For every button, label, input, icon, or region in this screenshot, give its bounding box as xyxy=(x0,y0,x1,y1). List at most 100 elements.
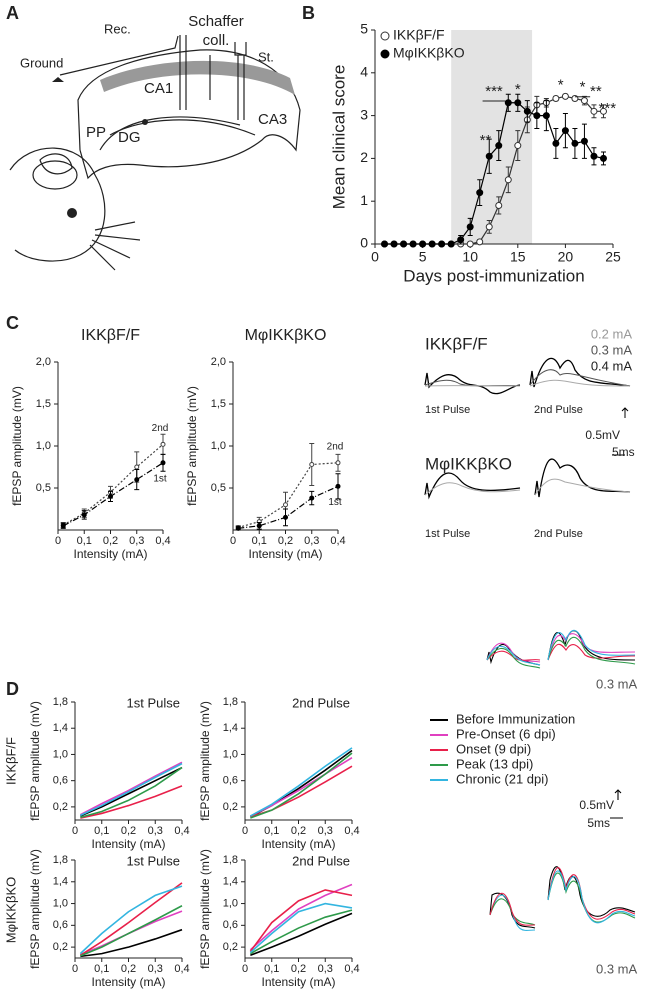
data-point xyxy=(335,460,341,466)
y-tick-label: 5 xyxy=(360,21,368,37)
data-point xyxy=(81,512,87,518)
data-point xyxy=(495,142,503,150)
data-point xyxy=(466,240,474,248)
x-tick-label: 25 xyxy=(605,249,621,265)
series-line xyxy=(238,485,339,529)
x-tick-label: 0,4 xyxy=(155,535,170,547)
y-tick-label: 0,6 xyxy=(53,919,68,931)
x-tick-label: 5 xyxy=(419,249,427,265)
series-line xyxy=(250,752,353,819)
y-tick-label: 0,2 xyxy=(223,941,238,953)
x-axis-label: Intensity (mA) xyxy=(248,547,322,561)
legend-label: MφIKKβKO xyxy=(393,45,465,61)
x-tick-label: 0,1 xyxy=(252,535,267,547)
x-axis-label: Intensity (mA) xyxy=(261,975,335,989)
row-label: IKKβF/F xyxy=(3,737,18,785)
data-point xyxy=(428,240,436,248)
y-axis-label: Mean clinical score xyxy=(329,65,348,210)
legend-label: IKKβF/F xyxy=(393,27,445,43)
y-tick-label: 1,0 xyxy=(223,748,238,760)
data-point xyxy=(438,240,446,248)
series-line xyxy=(80,766,183,817)
y-tick-label: 0,2 xyxy=(223,801,238,813)
data-point xyxy=(580,97,588,105)
x-tick-label: 0,3 xyxy=(129,535,144,547)
series-line xyxy=(80,766,183,819)
series-line xyxy=(249,902,353,954)
panel-label: A xyxy=(6,3,19,23)
legend-label: Before Immunization xyxy=(456,711,575,726)
trace-title: MφIKKβKO xyxy=(425,454,512,473)
significance-label: ** xyxy=(480,132,492,149)
diagram-label: PP xyxy=(86,124,106,141)
scale-label: 5ms xyxy=(587,816,610,830)
chart-title: 2nd Pulse xyxy=(292,695,350,710)
x-tick-label: 0 xyxy=(242,825,248,837)
significance-label: * xyxy=(580,79,586,96)
trace-title: IKKβF/F xyxy=(425,334,488,353)
data-point xyxy=(476,189,484,197)
shaded-region xyxy=(451,30,533,244)
series-line xyxy=(249,889,353,952)
pulse-label: 2nd Pulse xyxy=(534,404,583,416)
y-tick-label: 2 xyxy=(360,149,368,165)
y-tick-label: 0 xyxy=(360,235,368,251)
data-point xyxy=(309,495,315,501)
data-point xyxy=(309,461,315,467)
data-point xyxy=(580,137,588,145)
significance-label: * xyxy=(515,81,521,98)
x-tick-label: 0,2 xyxy=(278,535,293,547)
x-tick-label: 0,1 xyxy=(264,825,279,837)
significance-label: *** xyxy=(599,100,617,117)
data-point xyxy=(523,107,531,115)
series-label: 2nd xyxy=(152,423,169,434)
data-point xyxy=(552,94,560,102)
data-point xyxy=(514,142,522,150)
y-tick-label: 0,2 xyxy=(53,801,68,813)
y-tick-label: 1,4 xyxy=(53,876,68,888)
x-tick-label: 10 xyxy=(462,249,478,265)
intensity-label: 0.2 mA xyxy=(591,326,633,341)
x-tick-label: 0 xyxy=(55,535,61,547)
x-tick-label: 0,2 xyxy=(121,963,136,975)
data-point xyxy=(571,139,579,147)
legend-label: Pre-Onset (6 dpi) xyxy=(456,726,556,741)
y-tick-label: 1,0 xyxy=(211,440,226,452)
x-tick-label: 0,2 xyxy=(291,825,306,837)
series-line xyxy=(79,761,183,816)
x-tick-label: 0 xyxy=(230,535,236,547)
data-point xyxy=(235,525,241,531)
y-tick-label: 0,6 xyxy=(223,919,238,931)
data-point xyxy=(447,240,455,248)
series-label: 1st xyxy=(328,497,342,508)
diagram-label: CA1 xyxy=(144,80,173,97)
chart-title: 1st Pulse xyxy=(127,695,180,710)
diagram-label: DG xyxy=(118,129,141,146)
scale-label: 5ms xyxy=(612,445,635,459)
y-tick-label: 1,4 xyxy=(223,722,238,734)
data-point xyxy=(283,514,288,520)
data-point xyxy=(457,236,465,244)
x-tick-label: 0 xyxy=(72,825,78,837)
hippocampus-diagram xyxy=(9,35,301,271)
data-point xyxy=(590,107,598,115)
legend-label: Onset (9 dpi) xyxy=(456,741,531,756)
data-point xyxy=(561,127,569,135)
pulse-label: 1st Pulse xyxy=(425,528,470,540)
x-tick-label: 0,2 xyxy=(103,535,118,547)
diagram-label: coll. xyxy=(203,32,230,49)
series-label: 2nd xyxy=(327,441,344,452)
scale-label: 0.5mV xyxy=(579,798,614,812)
x-axis-label: Intensity (mA) xyxy=(73,547,147,561)
data-point xyxy=(134,464,140,470)
data-point xyxy=(504,99,512,107)
intensity-label: 0.3 mA xyxy=(596,676,638,691)
row-label: MφIKKβKO xyxy=(3,877,18,943)
y-axis-label: fEPSP amplitude (mV) xyxy=(198,701,212,821)
y-tick-label: 1 xyxy=(360,192,368,208)
scale-label: 0.5mV xyxy=(585,428,620,442)
x-tick-label: 0,1 xyxy=(264,963,279,975)
x-tick-label: 0 xyxy=(242,963,248,975)
data-point xyxy=(283,502,288,508)
